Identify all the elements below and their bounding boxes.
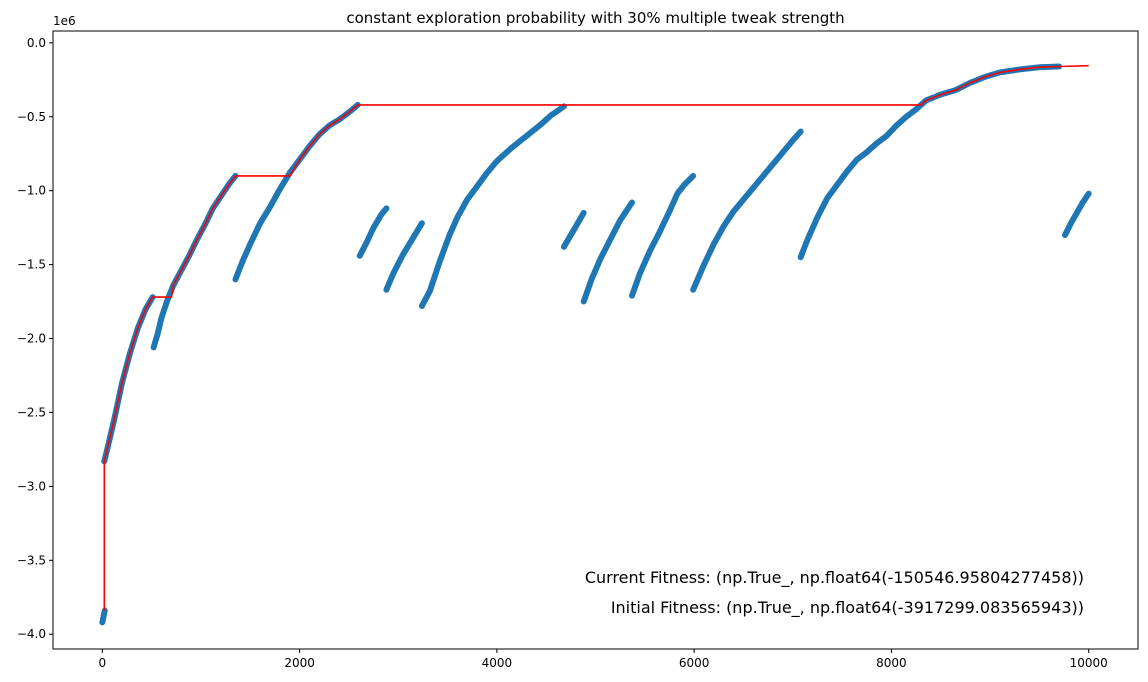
chart-title: constant exploration probability with 30… — [346, 9, 844, 27]
scatter-point — [1085, 190, 1092, 197]
scatter-point — [383, 205, 390, 212]
best-fitness-line — [103, 64, 1089, 611]
x-tick-label: 10000 — [1070, 656, 1108, 670]
x-tick-label: 8000 — [876, 656, 907, 670]
y-tick-label: −3.0 — [17, 479, 46, 493]
current-fitness-annotation: Current Fitness: (np.True_, np.float64(-… — [585, 568, 1084, 588]
x-axis: 0 2000 4000 6000 8000 10000 — [98, 649, 1108, 670]
plot-area — [99, 63, 1092, 626]
y-tick-label: −1.0 — [17, 184, 46, 198]
x-tick-label: 2000 — [284, 656, 315, 670]
initial-fitness-annotation: Initial Fitness: (np.True_, np.float64(-… — [611, 598, 1084, 618]
scatter-point — [797, 128, 804, 135]
x-tick-label: 4000 — [482, 656, 513, 670]
y-tick-label: 0.0 — [27, 36, 46, 50]
x-tick-label: 0 — [98, 656, 106, 670]
scatter-point — [690, 172, 697, 179]
y-tick-label: −2.5 — [17, 405, 46, 419]
y-tick-label: −1.5 — [17, 258, 46, 272]
axes-frame — [52, 30, 1139, 650]
scatter-point — [628, 199, 635, 206]
y-tick-label: −2.0 — [17, 332, 46, 346]
y-offset-label: 1e6 — [53, 14, 76, 28]
y-tick-label: −3.5 — [17, 553, 46, 567]
scatter-point — [418, 220, 425, 227]
y-tick-label: −0.5 — [17, 110, 46, 124]
scatter-point — [580, 209, 587, 216]
x-tick-label: 6000 — [679, 656, 710, 670]
scatter-series — [99, 63, 1092, 626]
y-axis: 0.0 −0.5 −1.0 −1.5 −2.0 −2.5 −3.0 −3.5 −4.0 — [17, 36, 53, 641]
y-tick-label: −4.0 — [17, 627, 46, 641]
